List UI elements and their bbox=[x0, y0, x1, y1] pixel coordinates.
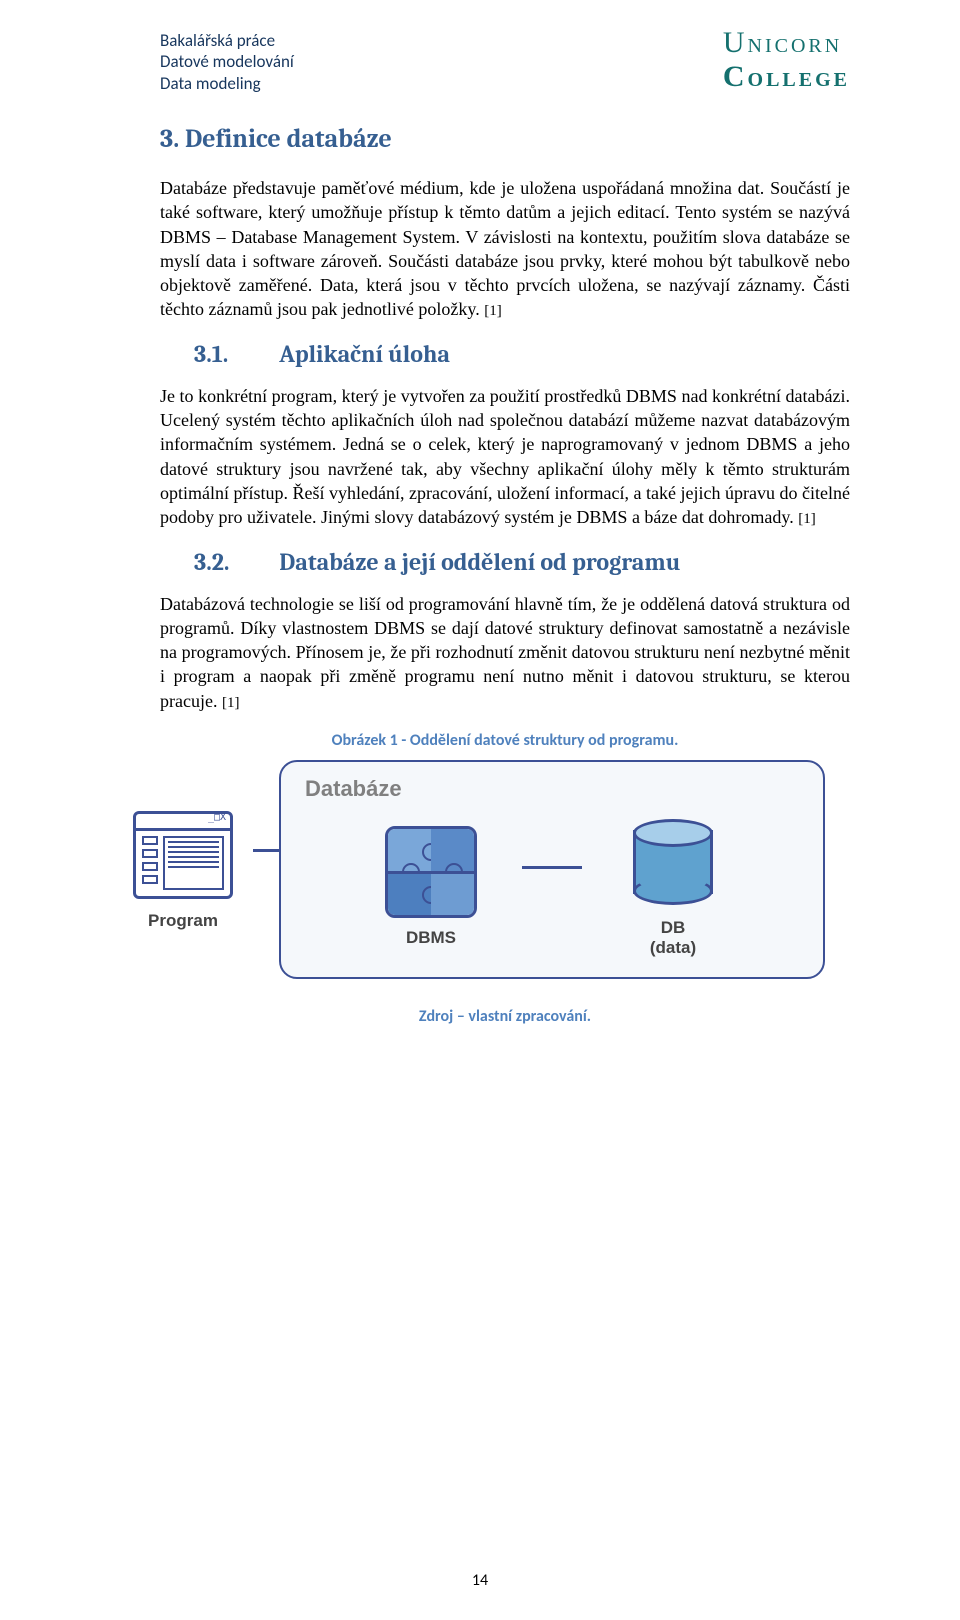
page-number: 14 bbox=[0, 1571, 960, 1590]
header-line1: Bakalářská práce bbox=[160, 30, 294, 51]
header-line3: Data modeling bbox=[160, 73, 294, 94]
connector-line bbox=[522, 866, 582, 869]
figure-source: Zdroj – vlastní zpracování. bbox=[160, 1007, 850, 1026]
program-label: Program bbox=[148, 911, 218, 931]
program-node: _□X Program bbox=[113, 807, 253, 931]
section-number: 3. bbox=[160, 124, 179, 154]
subsection-3-1: 3.1. Aplikační úloha bbox=[194, 340, 850, 368]
database-boundary-box: Databáze DBMS bbox=[279, 760, 825, 979]
dbms-puzzle-icon bbox=[385, 826, 477, 918]
subsection-3-2: 3.2. Databáze a její oddělení od program… bbox=[194, 548, 850, 576]
connector-line bbox=[253, 849, 279, 852]
header-line2: Datové modelování bbox=[160, 51, 294, 72]
citation-2: [1] bbox=[798, 511, 816, 527]
header-left: Bakalářská práce Datové modelování Data … bbox=[160, 30, 294, 94]
database-cylinder-icon bbox=[633, 819, 713, 905]
figure-1-diagram: _□X Program Databáze bbox=[160, 760, 850, 979]
citation-3: [1] bbox=[222, 695, 240, 711]
citation-1: [1] bbox=[484, 303, 502, 319]
section-title: Definice databáze bbox=[185, 124, 392, 154]
section-heading: 3. Definice databáze bbox=[160, 124, 850, 154]
db-data-node: DB (data) bbox=[588, 814, 758, 959]
subsection-number: 3.2. bbox=[194, 548, 274, 576]
db-data-label: DB (data) bbox=[650, 918, 696, 959]
paragraph-1: Databáze představuje paměťové médium, kd… bbox=[160, 176, 850, 322]
subsection-title: Databáze a její oddělení od programu bbox=[279, 548, 680, 576]
dbms-node: DBMS bbox=[346, 824, 516, 948]
figure-caption: Obrázek 1 - Oddělení datové struktury od… bbox=[160, 731, 850, 750]
unicorn-college-logo: Unicorn College bbox=[723, 26, 850, 94]
logo-line1: Unicorn bbox=[723, 26, 850, 60]
logo-line2: College bbox=[723, 60, 850, 94]
dbms-label: DBMS bbox=[406, 928, 456, 948]
window-controls-icon: _□X bbox=[208, 812, 226, 823]
page-header: Bakalářská práce Datové modelování Data … bbox=[160, 30, 850, 94]
program-window-icon: _□X bbox=[133, 811, 233, 899]
subsection-number: 3.1. bbox=[194, 340, 274, 368]
database-box-title: Databáze bbox=[305, 776, 805, 802]
subsection-title: Aplikační úloha bbox=[279, 340, 450, 368]
paragraph-2: Je to konkrétní program, který je vytvoř… bbox=[160, 384, 850, 530]
paragraph-3: Databázová technologie se liší od progra… bbox=[160, 592, 850, 713]
